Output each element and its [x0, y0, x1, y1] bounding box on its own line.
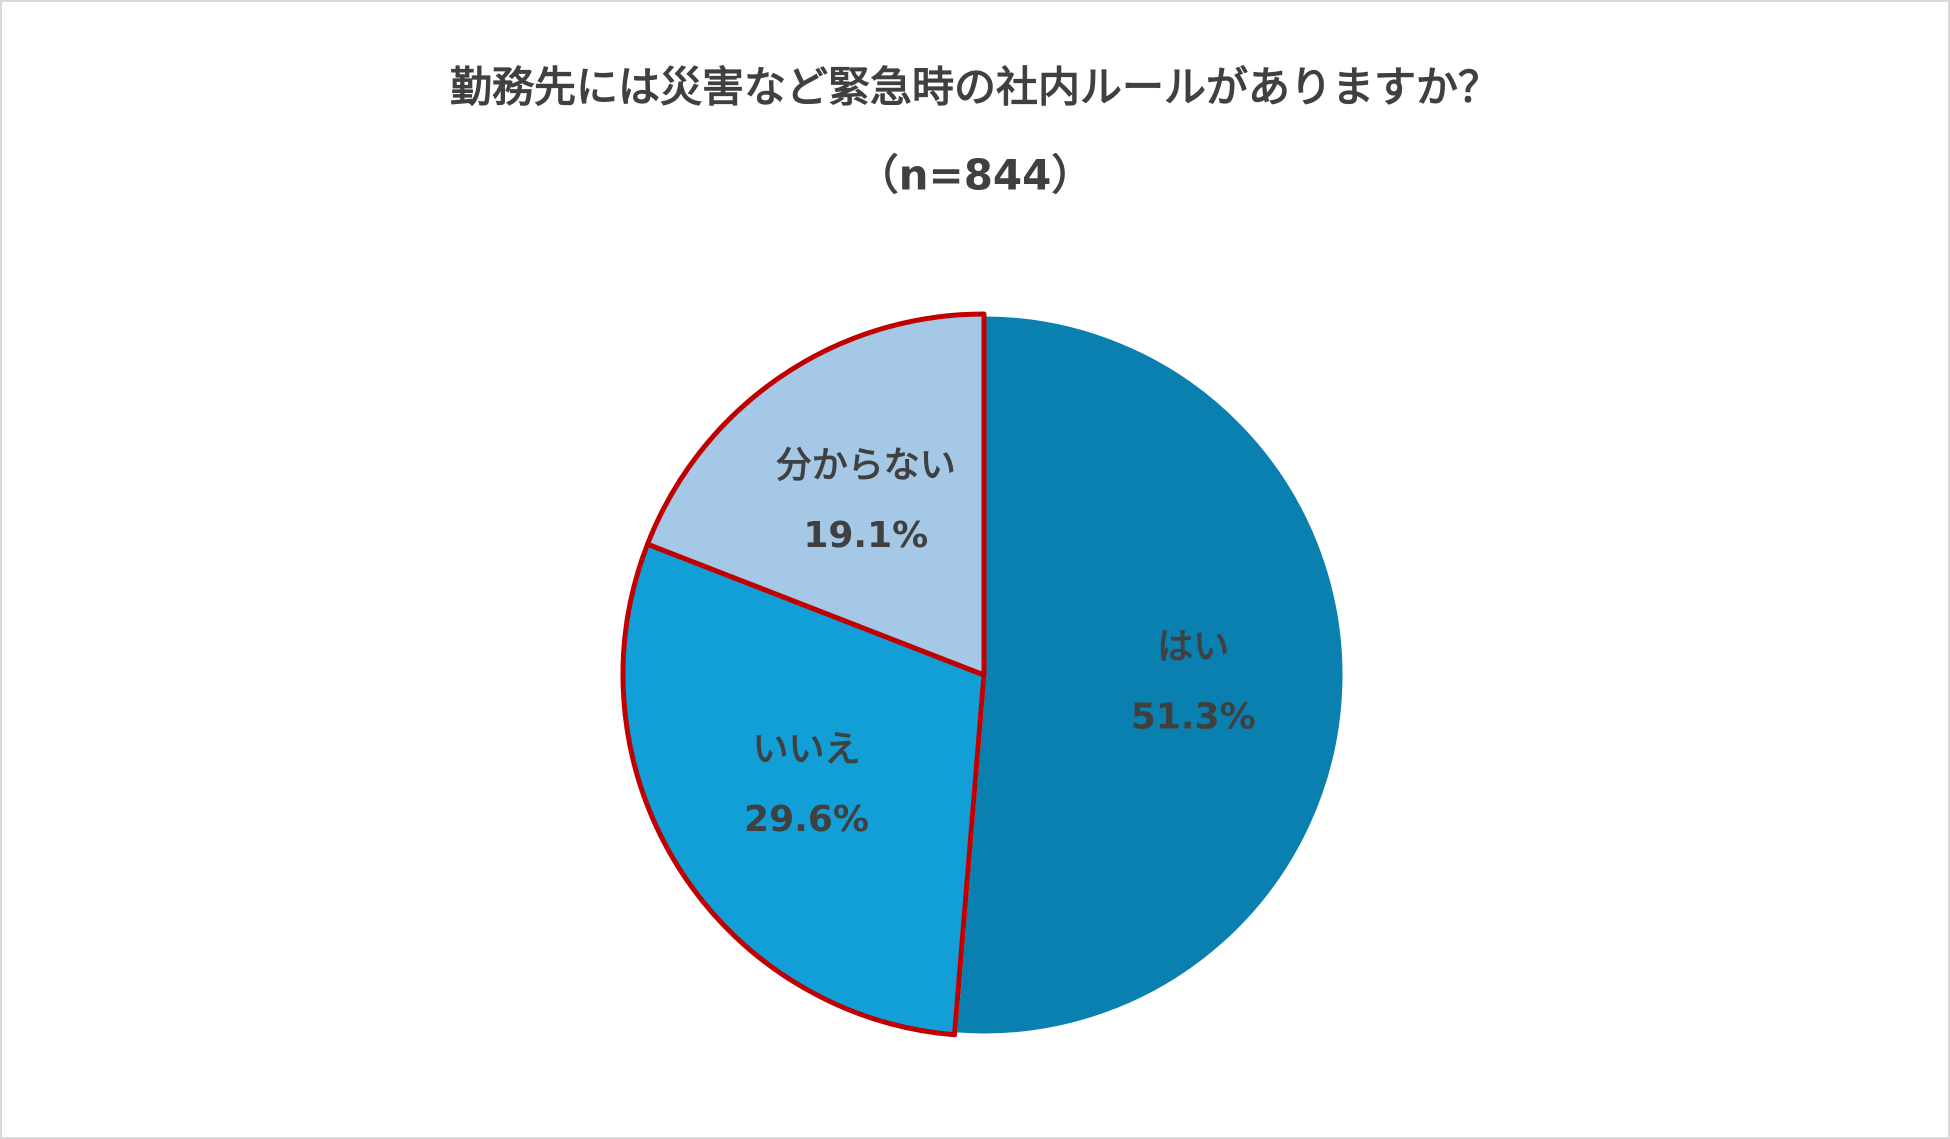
slice-value-label: 19.1%	[803, 515, 928, 556]
pie-slice	[952, 311, 1348, 1039]
chart-subtitle: （n=844）	[857, 151, 1094, 200]
slice-category-label: はい	[1157, 627, 1229, 668]
chart-title: 勤務先には災害など緊急時の社内ルールがありますか？	[450, 63, 1500, 112]
slice-value-label: 29.6%	[744, 799, 869, 840]
slice-category-label: いいえ	[753, 729, 861, 770]
pie-slice	[645, 311, 987, 678]
pie-slice	[620, 541, 987, 1038]
slice-value-label: 51.3%	[1131, 697, 1256, 738]
slice-category-label: 分からない	[776, 445, 956, 486]
